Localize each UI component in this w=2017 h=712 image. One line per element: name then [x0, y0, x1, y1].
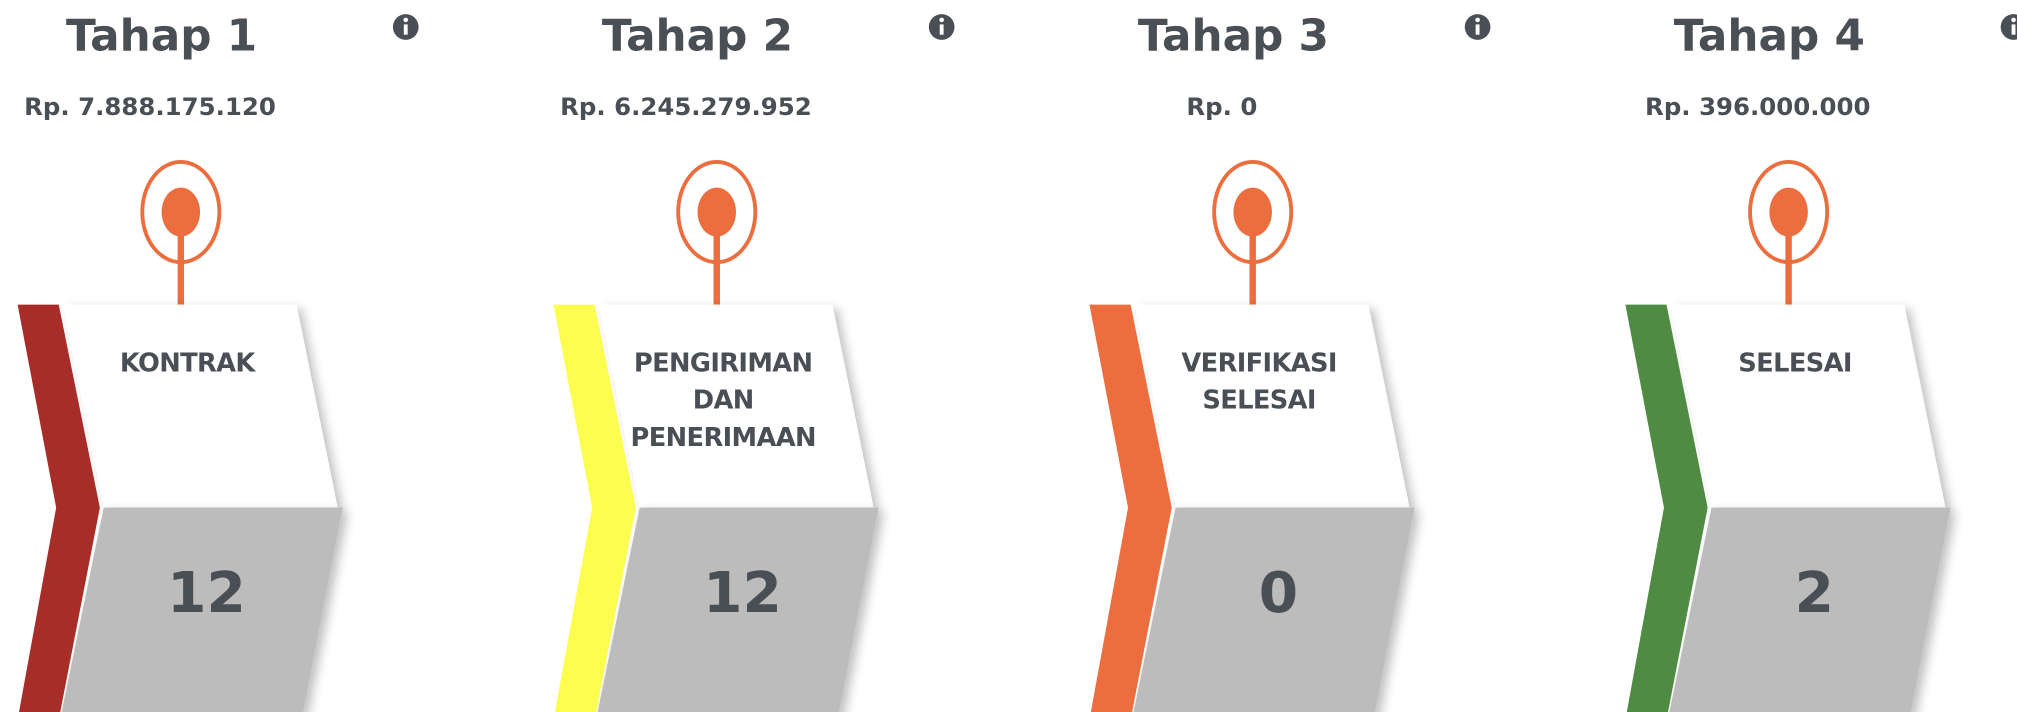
info-icon-dot	[403, 17, 409, 23]
white-panel	[1670, 304, 1946, 508]
stage-label: PENGIRIMAN DAN PENERIMAAN	[630, 347, 817, 453]
stage-label: KONTRAK	[119, 347, 255, 378]
gray-panel	[597, 507, 879, 712]
info-icon-stem	[939, 24, 944, 35]
info-icon-stem	[2011, 24, 2016, 35]
gray-panel	[61, 507, 343, 712]
stage-title: Tahap 3	[1138, 11, 1329, 62]
chevron-stripe	[1625, 304, 1708, 712]
stage-label-box: PENGIRIMAN DAN PENERIMAAN	[630, 347, 817, 453]
stage-amount: Rp. 396.000.000	[1645, 92, 1870, 121]
pin-dot	[1233, 187, 1272, 237]
info-icon-stem	[1475, 24, 1480, 35]
white-panel	[62, 304, 338, 508]
stage-title: Tahap 1	[66, 11, 257, 62]
stage: Tahap 2 Rp. 6.245.279.952 PENGIRIMAN DAN P…	[553, 11, 955, 712]
stage-amount: Rp. 0	[1186, 92, 1257, 121]
pin-dot	[697, 187, 737, 237]
pin-dot	[1769, 187, 1808, 237]
stage-label: VERIFIKASI SELESAI	[1181, 347, 1337, 416]
chevron-stripe	[553, 304, 636, 712]
stage-label-box: VERIFIKASI SELESAI	[1181, 347, 1337, 416]
stage-label: SELESAI	[1738, 347, 1852, 378]
stage-count: 2	[1795, 561, 1834, 626]
stage-label-box: KONTRAK	[119, 347, 255, 378]
info-icon-stem	[403, 24, 408, 35]
stage-count: 12	[703, 561, 782, 626]
info-icon-dot	[2011, 17, 2016, 23]
info-icon-dot	[1475, 17, 1480, 23]
stage: Tahap 1 Rp. 7.888.175.120 KONTRAK 12	[17, 11, 419, 712]
pin-stick	[177, 231, 185, 305]
info-icon-dot	[939, 17, 944, 23]
white-panel	[1134, 304, 1410, 508]
gray-panel	[1669, 507, 1951, 712]
gray-panel	[1133, 507, 1415, 712]
pin-stick	[713, 231, 720, 305]
stage-count: 0	[1259, 561, 1298, 626]
stage-amount: Rp. 6.245.279.952	[560, 92, 812, 121]
chevron-stripe	[1089, 304, 1172, 712]
stage: Tahap 3 Rp. 0 VERIFIKASI SELESAI 0	[1089, 11, 1491, 712]
stage: Tahap 4 Rp. 396.000.000 SELESAI 2	[1625, 11, 2017, 712]
stage-amount: Rp. 7.888.175.120	[24, 92, 276, 121]
chevron-stripe	[17, 304, 100, 712]
stage-title: Tahap 4	[1674, 11, 1865, 62]
pin-dot	[161, 187, 201, 237]
pin-stick	[1785, 231, 1792, 305]
white-panel	[598, 304, 874, 508]
stage-label-box: SELESAI	[1738, 347, 1852, 378]
stage-count: 12	[167, 561, 246, 626]
pin-stick	[1249, 231, 1256, 305]
stage-title: Tahap 2	[602, 11, 793, 62]
